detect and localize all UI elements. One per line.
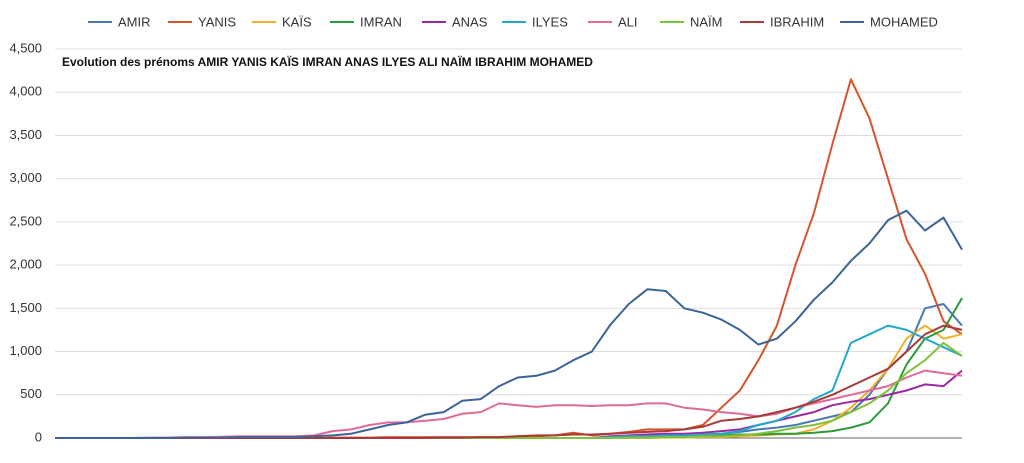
legend-label: AMIR (118, 14, 151, 29)
y-tick-label: 1,000 (9, 343, 42, 358)
y-tick-label: 0 (35, 429, 42, 444)
legend-label: MOHAMED (870, 14, 938, 29)
legend-label: ANAS (452, 14, 488, 29)
legend-label: KAÏS (282, 14, 312, 29)
legend-label: IBRAHIM (770, 14, 824, 29)
y-tick-label: 3,000 (9, 170, 42, 185)
legend-label: ILYES (532, 14, 568, 29)
y-tick-label: 4,000 (9, 84, 42, 99)
legend-label: ALI (618, 14, 638, 29)
legend-label: IMRAN (360, 14, 402, 29)
legend-label: NAÏM (690, 14, 723, 29)
y-tick-label: 2,500 (9, 213, 42, 228)
y-tick-label: 3,500 (9, 127, 42, 142)
y-tick-label: 1,500 (9, 300, 42, 315)
legend-label: YANIS (198, 14, 236, 29)
chart-title: Evolution des prénoms AMIR YANIS KAÏS IM… (62, 54, 593, 69)
y-tick-label: 2,000 (9, 257, 42, 272)
series-line (55, 209, 963, 439)
y-tick-label: 500 (20, 386, 42, 401)
y-tick-label: 4,500 (9, 40, 42, 55)
